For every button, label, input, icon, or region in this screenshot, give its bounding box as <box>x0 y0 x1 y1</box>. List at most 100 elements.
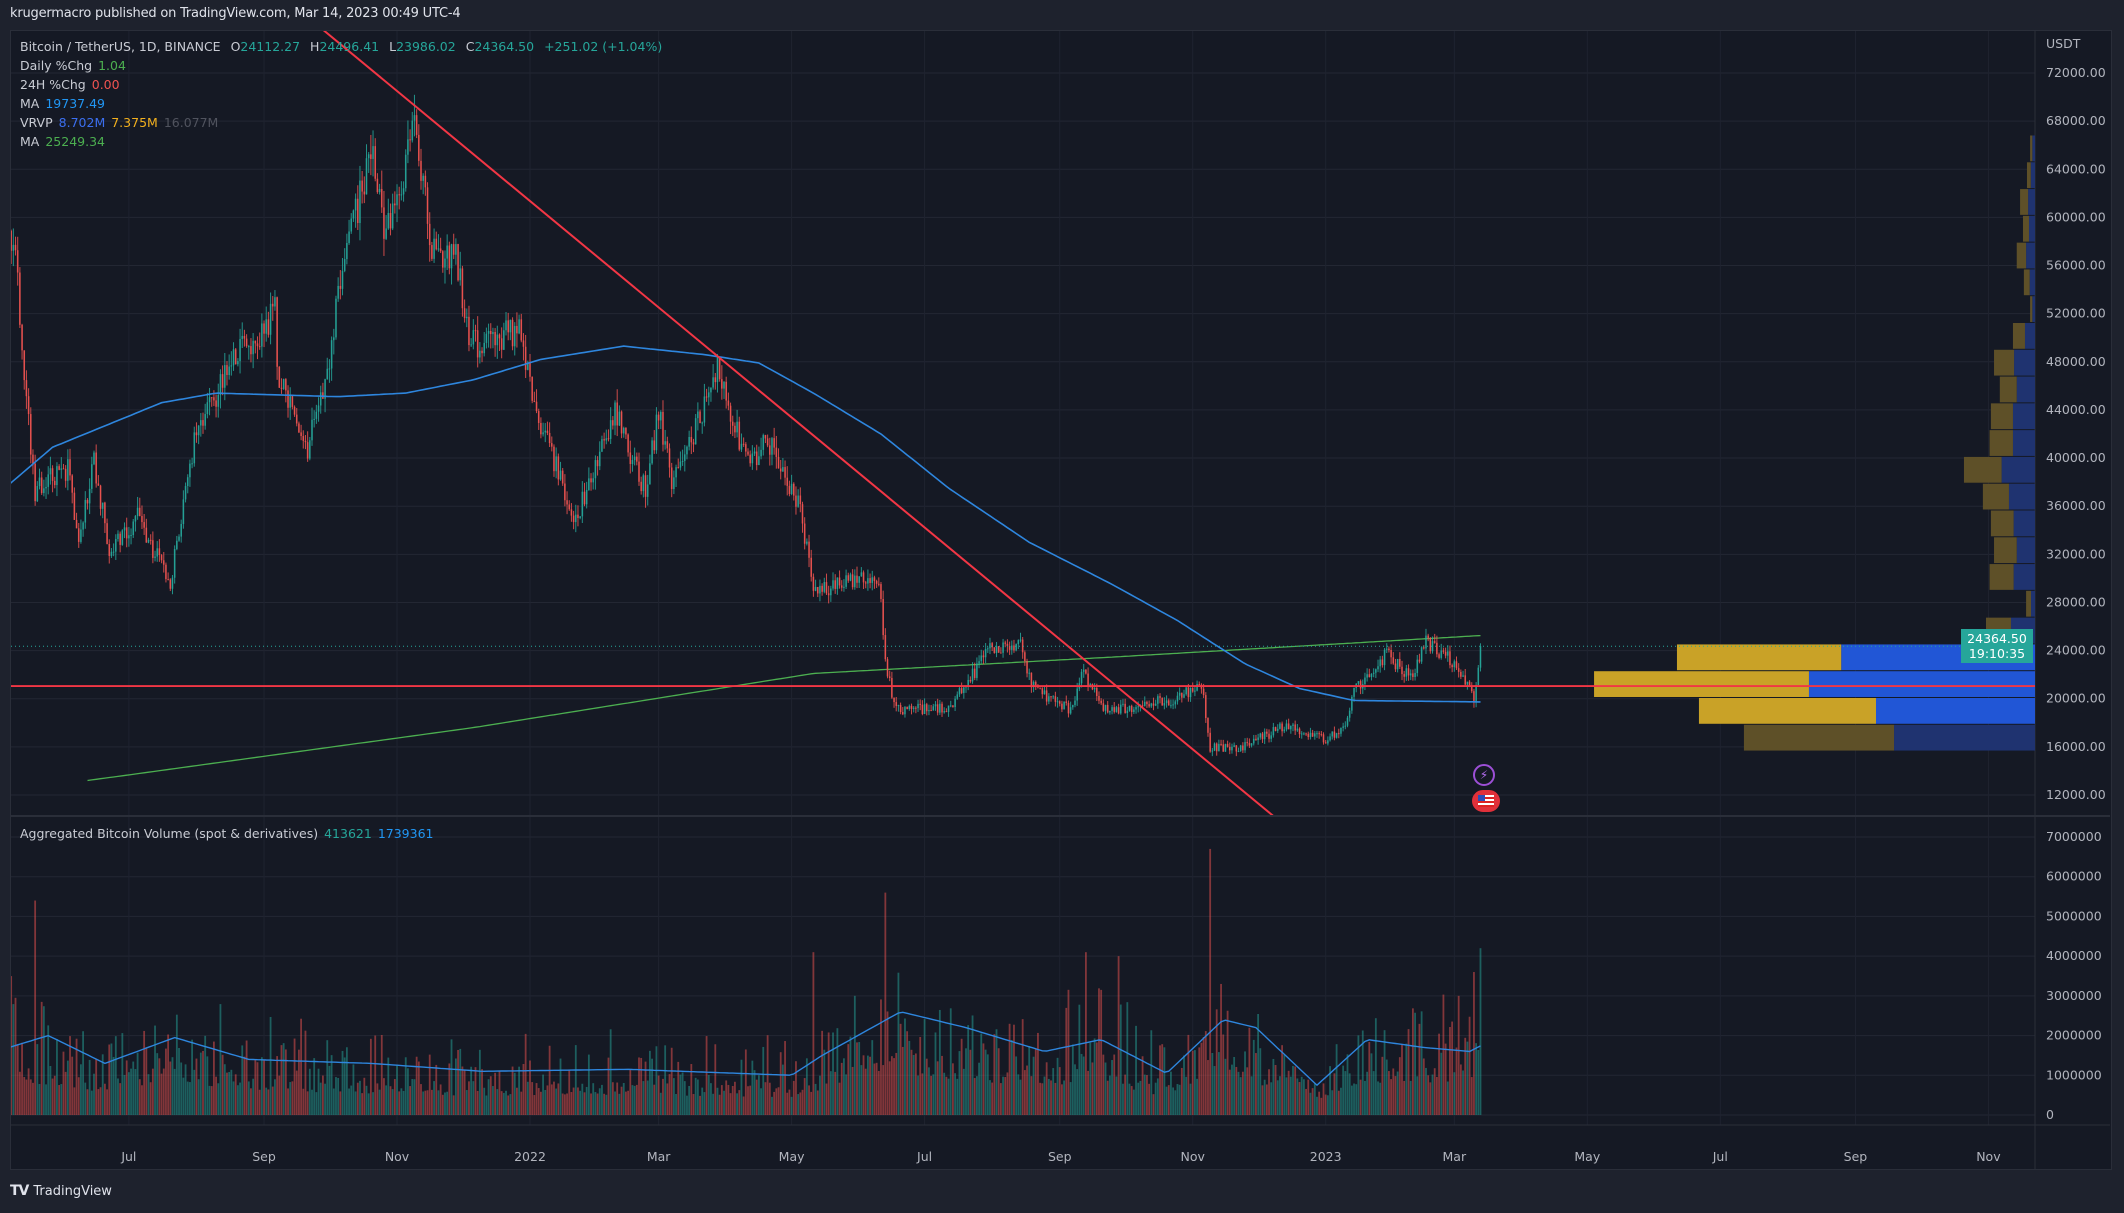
volume-bar <box>1021 1019 1024 1115</box>
candle <box>1466 681 1469 685</box>
vrvp-legend[interactable]: VRVP 8.702M 7.375M 16.077M <box>20 115 224 130</box>
volume-bar <box>404 1057 407 1115</box>
daily-chg-legend[interactable]: Daily %Chg 1.04 <box>20 58 132 73</box>
candle <box>670 467 673 490</box>
volume-bar <box>1340 1087 1342 1115</box>
candle <box>378 188 381 193</box>
volume-bar <box>27 1068 30 1115</box>
volume-bar <box>703 1092 706 1115</box>
candle <box>1124 703 1126 714</box>
volume-bar <box>1244 1051 1246 1115</box>
candle <box>609 420 612 439</box>
candle <box>851 574 854 588</box>
trendline[interactable] <box>322 30 1274 816</box>
candle <box>912 707 915 709</box>
volume-bar <box>1215 1009 1218 1115</box>
time-tick-label: Sep <box>1048 1149 1072 1164</box>
volume-bar <box>149 1082 152 1115</box>
volume-bar <box>609 1029 612 1115</box>
candle <box>19 272 21 325</box>
symbol-legend[interactable]: Bitcoin / TetherUS, 1D, BINANCE O24112.2… <box>20 39 668 54</box>
candle <box>1072 705 1074 708</box>
volume-bar <box>934 1032 937 1115</box>
volume-bar <box>1065 1007 1068 1115</box>
candle <box>389 212 392 229</box>
volume-bar <box>90 1090 93 1115</box>
candle <box>758 456 760 466</box>
volume-bar <box>1080 1053 1083 1115</box>
volume-bar <box>1246 1067 1249 1115</box>
candle <box>383 207 385 239</box>
volume-tick-label: 4000000 <box>2046 948 2102 963</box>
candle <box>810 557 813 577</box>
us-flag-icon[interactable] <box>1472 790 1500 812</box>
candle <box>897 705 900 707</box>
brand-name[interactable]: TradingView <box>33 1183 112 1199</box>
candle <box>590 478 592 483</box>
candle <box>36 486 39 502</box>
candle <box>729 405 732 422</box>
candle <box>1283 729 1286 732</box>
volume-bar <box>210 1086 213 1115</box>
vrvp-up-bar <box>2028 215 2035 242</box>
candle <box>1381 659 1384 666</box>
volume-bar <box>869 1056 871 1115</box>
lightning-icon[interactable]: ⚡ <box>1473 764 1495 786</box>
candle <box>346 242 348 260</box>
volume-bar <box>760 1088 762 1115</box>
candle <box>858 576 860 583</box>
volume-bar <box>1124 1074 1127 1115</box>
volume-bar <box>1324 1094 1327 1115</box>
volume-bar <box>378 1089 381 1115</box>
volume-bar <box>151 1068 154 1115</box>
candle <box>302 436 305 441</box>
volume-bar <box>544 1089 547 1115</box>
volume-bar <box>365 1085 368 1115</box>
volume-bar <box>343 1057 346 1115</box>
volume-bar <box>901 1046 904 1115</box>
ma2-legend[interactable]: MA 25249.34 <box>20 134 111 149</box>
volume-legend[interactable]: Aggregated Bitcoin Volume (spot & deriva… <box>20 826 439 841</box>
candle <box>823 582 826 592</box>
volume-bar <box>1477 1049 1480 1115</box>
time-tick-label: Nov <box>385 1149 410 1164</box>
candle <box>1246 742 1249 744</box>
volume-bar <box>535 1083 538 1115</box>
volume-bar <box>84 1082 87 1115</box>
candle <box>960 688 963 693</box>
volume-bar <box>1224 1058 1227 1115</box>
volume-bar <box>1346 1054 1349 1115</box>
volume-bar <box>742 1096 745 1115</box>
h24-chg-legend[interactable]: 24H %Chg 0.00 <box>20 77 126 92</box>
candle <box>169 579 172 589</box>
candle <box>836 577 839 589</box>
candle <box>402 188 405 195</box>
vrvp-up-bar <box>2012 430 2035 456</box>
volume-bar <box>1388 1071 1390 1115</box>
candle <box>465 316 468 319</box>
candle <box>1270 735 1272 739</box>
volume-bar <box>655 1046 658 1115</box>
volume-bar <box>295 1070 298 1115</box>
candle <box>1002 642 1004 653</box>
candle <box>1455 661 1458 669</box>
candle <box>880 584 882 599</box>
candle <box>893 697 895 703</box>
vrvp-up-bar <box>1875 697 2035 724</box>
candle <box>1375 669 1377 673</box>
volume-bar <box>570 1092 573 1115</box>
candle <box>232 349 235 366</box>
volume-bar <box>95 1058 98 1115</box>
vrvp-down-bar <box>1989 430 2013 456</box>
candle <box>1150 703 1153 707</box>
candle <box>354 198 357 211</box>
volume-bar <box>723 1090 725 1115</box>
candle <box>1340 727 1342 734</box>
candle <box>686 446 688 455</box>
volume-bar <box>1032 1056 1035 1115</box>
tradingview-logo[interactable]: TV <box>10 1183 29 1199</box>
volume-bar <box>324 1083 326 1115</box>
candle <box>570 509 573 516</box>
ma1-legend[interactable]: MA 19737.49 <box>20 96 111 111</box>
